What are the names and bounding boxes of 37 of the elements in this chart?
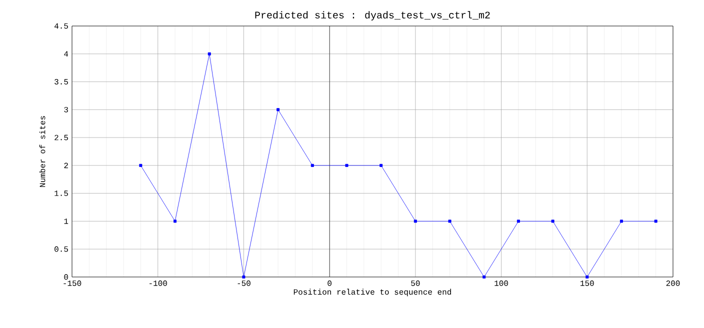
x-tick-label: 150	[580, 280, 594, 286]
point	[620, 220, 623, 223]
point	[310, 164, 314, 167]
point	[174, 220, 177, 223]
x-tick-label: -50	[238, 280, 250, 286]
point	[208, 52, 211, 56]
x-tick-label: 0	[328, 280, 332, 286]
y-axis-title: Number of sites	[39, 116, 46, 187]
y-tick-label: 1.5	[54, 190, 68, 196]
point	[654, 220, 658, 223]
x-tick-label: -100	[150, 280, 167, 286]
point	[551, 220, 554, 223]
point	[482, 275, 486, 278]
y-tick-label: 3.5	[54, 79, 68, 84]
point	[414, 220, 417, 223]
y-tick-label: 3	[64, 106, 68, 112]
point	[242, 275, 246, 278]
x-tick-label: 50	[411, 280, 420, 286]
point	[276, 108, 280, 112]
y-tick-label: 4	[64, 51, 68, 57]
chart-title: Predicted sites : dyads_test_vs_ctrl_m2	[255, 11, 490, 20]
point	[380, 164, 383, 167]
y-tick-label: 0.5	[54, 246, 68, 252]
x-tick-label: 100	[494, 280, 508, 286]
x-tick-label: -150	[64, 280, 82, 286]
point	[448, 220, 452, 223]
point	[586, 275, 589, 278]
y-tick-label: 2	[64, 162, 68, 168]
y-tick-label: 4.5	[54, 23, 68, 29]
x-axis-title: Position relative to sequence end	[294, 288, 451, 296]
y-tick-label: 0	[64, 274, 68, 280]
point	[139, 164, 142, 167]
point	[345, 164, 348, 167]
x-tick-label: 200	[666, 280, 680, 286]
y-tick-label: 2.5	[54, 134, 68, 140]
y-tick-label: 1	[64, 218, 68, 224]
point	[516, 220, 520, 223]
